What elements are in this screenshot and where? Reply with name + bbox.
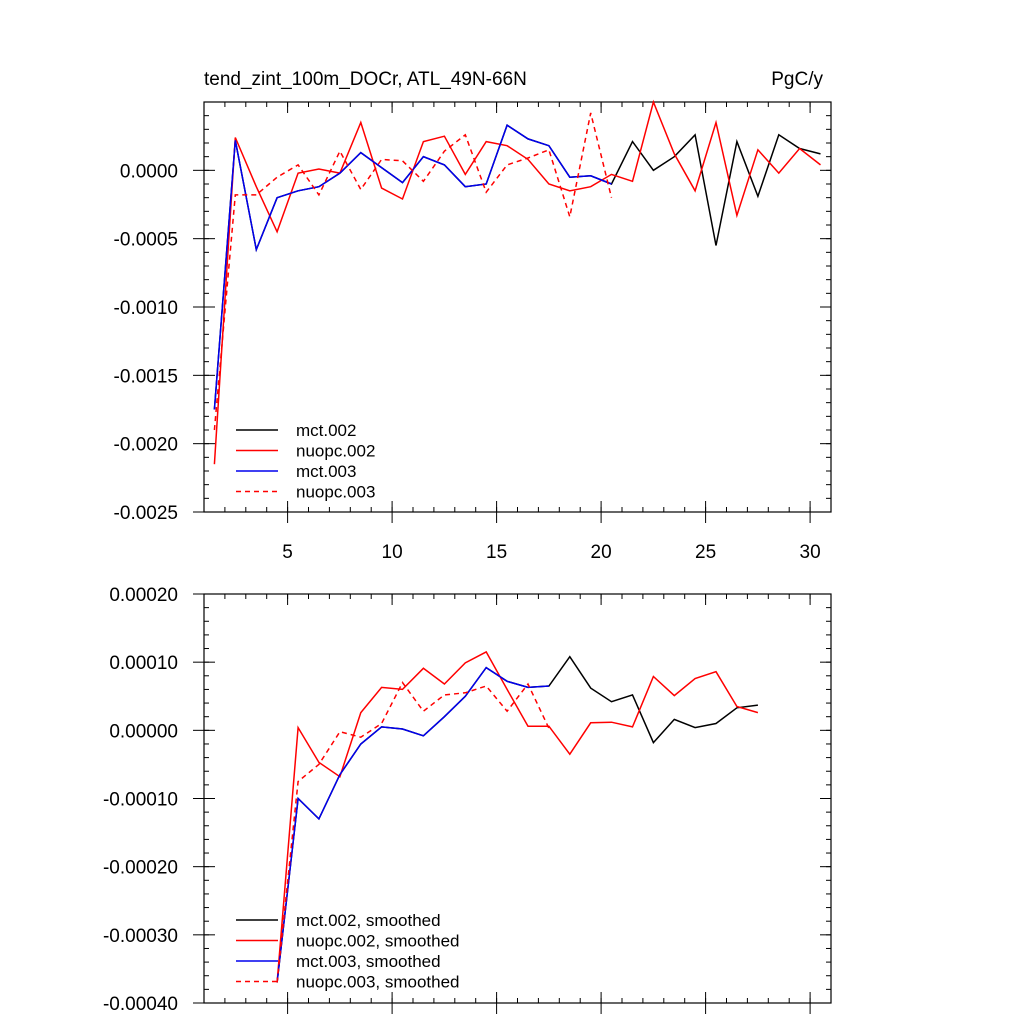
y-tick-label: 0.00020 [109,585,178,606]
y-tick-label: -0.00020 [103,858,178,879]
y-tick-label: -0.00040 [103,994,178,1015]
legend-label: mct.002 [296,421,356,440]
series-line-3 [213,124,612,410]
legend-label: nuopc.002, smoothed [296,932,460,951]
x-tick-label: 10 [382,542,403,563]
y-tick-label: -0.0010 [114,298,178,319]
legend-label: nuopc.003 [296,483,375,502]
y-tick-label: -0.0015 [114,366,178,387]
y-tick-label: 0.00000 [109,721,178,742]
y-tick-label: -0.0005 [114,230,178,251]
series-line-4 [213,112,613,431]
x-tick-label: 15 [486,542,507,563]
x-tick-label: 5 [282,542,293,563]
bottom-panel: 0.00020 0.00010 0.00000 -0.00010 -0.00020 -0.… [103,585,832,1015]
y-tick-label: -0.0025 [114,503,178,524]
chart-title: tend_zint_100m_DOCr, ATL_49N-66N [204,69,527,90]
y-tick-label: 0.00010 [109,653,178,674]
legend-label: nuopc.002 [296,442,375,461]
y-tick-label: -0.00030 [103,926,178,947]
legend-label: mct.002, smoothed [296,911,441,930]
units-label: PgC/y [771,69,823,90]
y-tick-label: 0.0000 [120,161,178,182]
x-tick-label: 20 [591,542,612,563]
series-line-2 [213,99,821,465]
legend-label: mct.003, smoothed [296,952,441,971]
series-line-3 [276,666,549,983]
series-line-2 [276,650,759,983]
x-tick-label: 25 [695,542,716,563]
x-tick-label: 30 [800,542,821,563]
legend-label: nuopc.003, smoothed [296,973,460,992]
legend-label: mct.003 [296,462,356,481]
series-line-1 [213,124,821,410]
series-line-4 [276,681,550,983]
y-tick-label: -0.00010 [103,790,178,811]
y-tick-label: -0.0020 [114,435,178,456]
top-panel: 5 10 15 20 25 30 0.0000 -0.0005 -0.0010 -0.0015 -0… [114,99,832,563]
